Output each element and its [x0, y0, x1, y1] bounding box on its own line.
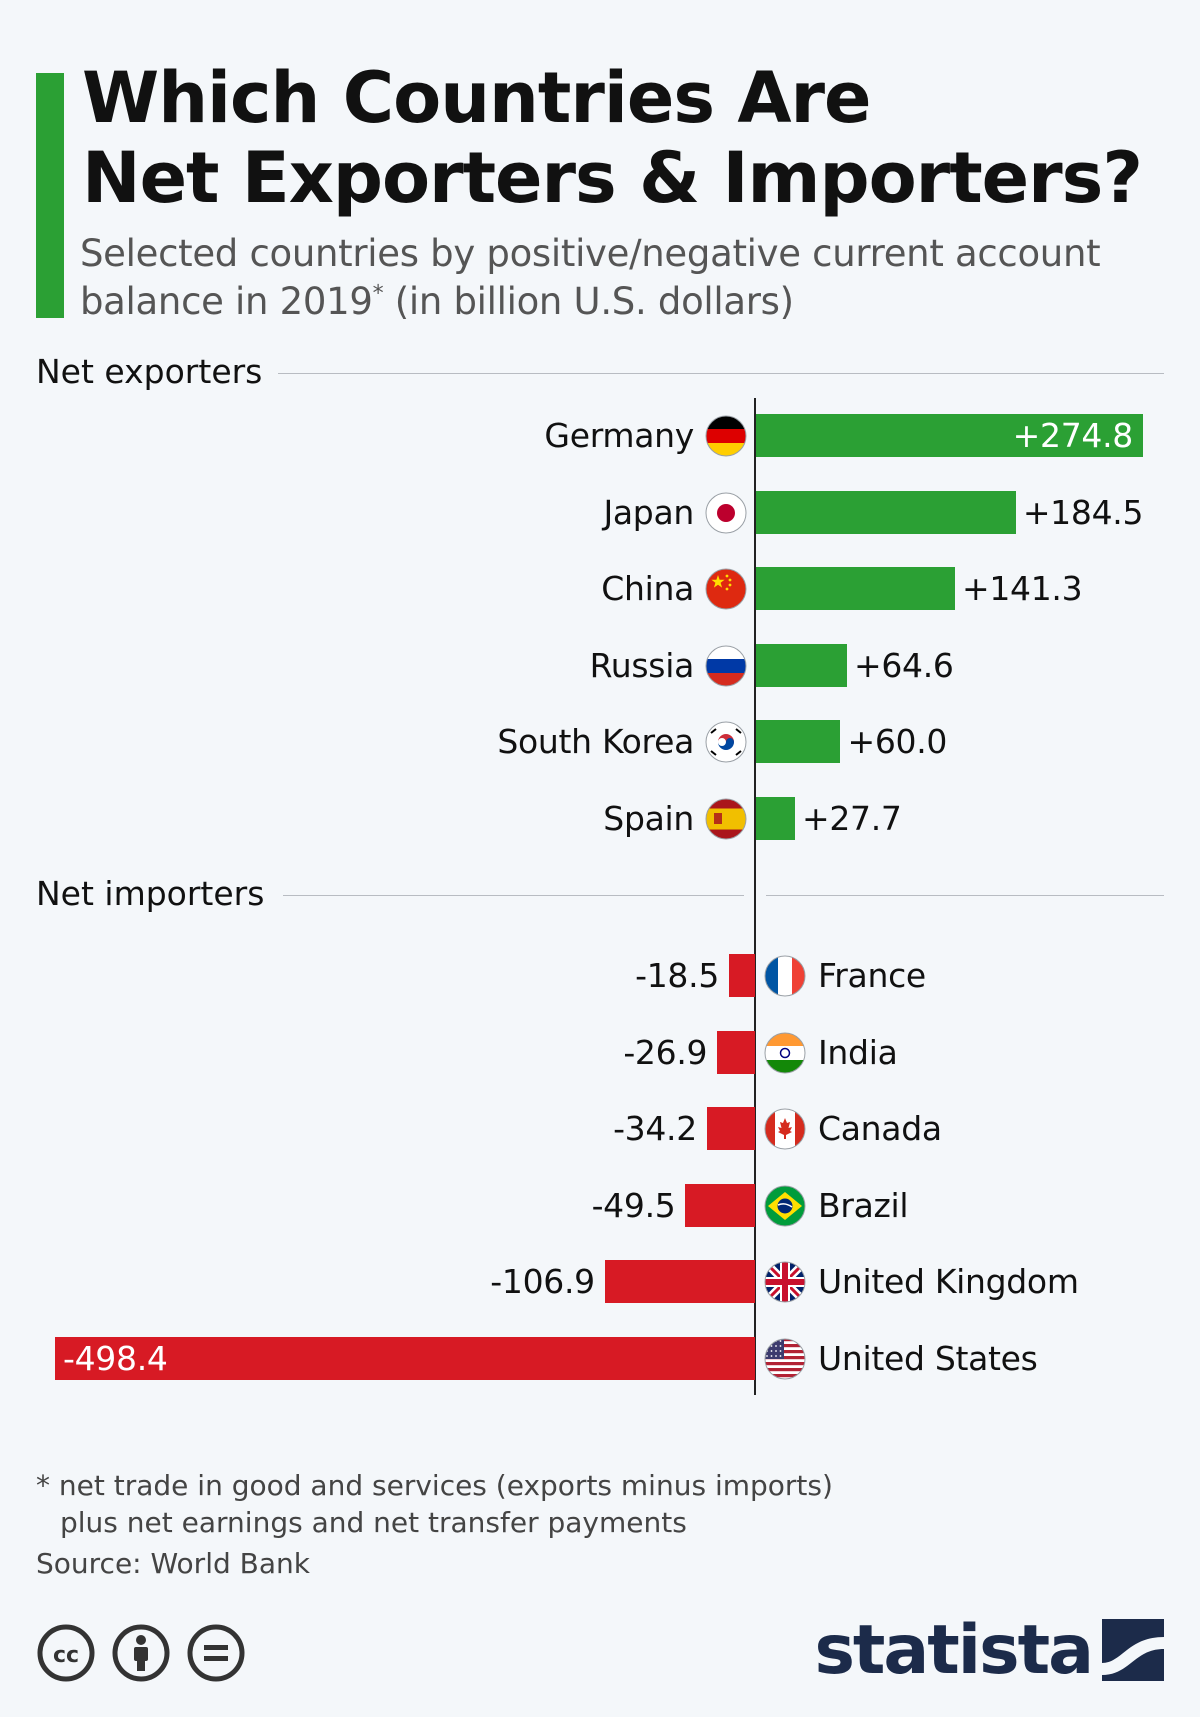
country-label-brazil: Brazil — [818, 1185, 909, 1225]
united-kingdom-flag-icon-graphic — [764, 1261, 806, 1303]
statista-logo[interactable]: statista — [814, 1605, 1164, 1695]
value-label-south-korea: +60.0 — [847, 722, 948, 761]
bar-japan[interactable] — [756, 490, 1016, 534]
zero-axis-line — [754, 398, 756, 1395]
logo-text: statista — [814, 1610, 1094, 1690]
bar-india[interactable] — [717, 1030, 755, 1074]
chart-title: Which Countries Are Net Exporters & Impo… — [82, 58, 1162, 218]
india-flag-icon-graphic — [764, 1032, 806, 1073]
canada-flag-icon — [764, 1108, 806, 1150]
united-states-flag-icon-graphic — [764, 1338, 806, 1379]
value-label-china: +141.3 — [961, 569, 1083, 608]
source-text: Source: World Bank — [36, 1547, 310, 1580]
bar-spain[interactable] — [756, 796, 795, 840]
bar-united-kingdom[interactable] — [604, 1260, 755, 1303]
country-label-germany: Germany — [544, 416, 694, 455]
country-label-spain: Spain — [603, 798, 694, 838]
subtitle-line-2b: (in billion U.S. dollars) — [383, 280, 794, 323]
chart-subtitle: Selected countries by positive/negative … — [80, 230, 1160, 326]
japan-flag-icon — [705, 492, 747, 534]
bar-china[interactable] — [756, 567, 955, 610]
germany-flag-icon-graphic — [705, 415, 747, 457]
value-label-canada: -34.2 — [613, 1109, 697, 1148]
canada-flag-icon-graphic — [764, 1108, 806, 1150]
title-accent-bar — [36, 73, 64, 318]
footnote: * net trade in good and services (export… — [36, 1467, 936, 1541]
title-line-2: Net Exporters & Importers? — [82, 137, 1143, 219]
section-label-net-importers: Net importers — [36, 874, 265, 913]
section-rule-exporters — [278, 373, 1164, 374]
value-label-france: -18.5 — [635, 956, 720, 995]
country-label-south-korea: South Korea — [497, 722, 694, 761]
france-flag-icon-graphic — [764, 955, 806, 997]
japan-flag-icon-graphic — [705, 492, 747, 533]
spain-flag-icon — [705, 798, 747, 840]
section-label-net-exporters: Net exporters — [36, 352, 263, 391]
india-flag-icon — [764, 1032, 806, 1074]
country-label-india: India — [818, 1032, 898, 1072]
subtitle-asterisk: * — [372, 281, 384, 307]
cc-icon[interactable]: cc — [36, 1623, 96, 1683]
russia-flag-icon-graphic — [705, 645, 747, 686]
france-flag-icon — [764, 955, 806, 997]
license-icons: cc — [36, 1623, 256, 1683]
subtitle-line-1: Selected countries by positive/negative … — [80, 232, 1101, 275]
south-korea-flag-icon — [705, 721, 747, 763]
russia-flag-icon — [705, 645, 747, 687]
germany-flag-icon — [705, 415, 747, 457]
value-label-india: -26.9 — [623, 1032, 708, 1072]
value-label-russia: +64.6 — [853, 645, 954, 685]
footnote-line-1: * net trade in good and services (export… — [36, 1469, 833, 1502]
bar-south-korea[interactable] — [756, 720, 841, 763]
value-label-brazil: -49.5 — [591, 1185, 676, 1225]
bar-russia[interactable] — [756, 643, 847, 687]
bar-france[interactable] — [729, 954, 755, 997]
south-korea-flag-icon-graphic — [705, 721, 747, 763]
statista-logo-icon — [1102, 1619, 1164, 1681]
china-flag-icon — [705, 568, 747, 610]
value-label-united-states: -498.4 — [63, 1338, 168, 1378]
country-label-france: France — [818, 956, 926, 995]
section-rule-importers-left — [283, 895, 744, 896]
svg-text:cc: cc — [53, 1643, 79, 1668]
country-label-canada: Canada — [818, 1109, 942, 1148]
subtitle-line-2a: balance in 2019 — [80, 280, 373, 323]
country-label-united-kingdom: United Kingdom — [818, 1262, 1079, 1301]
attribution-icon[interactable] — [111, 1623, 171, 1683]
no-derivatives-icon[interactable] — [186, 1623, 246, 1683]
china-flag-icon-graphic — [705, 568, 747, 610]
country-label-china: China — [601, 569, 694, 608]
brazil-flag-icon — [764, 1185, 806, 1227]
country-label-united-states: United States — [818, 1338, 1038, 1378]
united-kingdom-flag-icon — [764, 1261, 806, 1303]
footnote-line-2: plus net earnings and net transfer payme… — [60, 1506, 687, 1539]
bar-canada[interactable] — [706, 1107, 755, 1150]
bar-germany[interactable] — [756, 414, 1143, 457]
title-line-1: Which Countries Are — [82, 57, 872, 139]
value-label-japan: +184.5 — [1022, 492, 1144, 532]
country-label-russia: Russia — [589, 645, 695, 685]
bar-brazil[interactable] — [685, 1183, 755, 1227]
country-label-japan: Japan — [603, 492, 694, 532]
spain-flag-icon-graphic — [705, 798, 747, 839]
brazil-flag-icon-graphic — [764, 1185, 806, 1226]
value-label-spain: +27.7 — [802, 798, 902, 838]
value-label-germany: +274.8 — [1012, 416, 1134, 455]
united-states-flag-icon — [764, 1338, 806, 1380]
value-label-united-kingdom: -106.9 — [490, 1262, 595, 1301]
bar-united-states[interactable] — [55, 1336, 755, 1380]
section-rule-importers-right — [766, 895, 1164, 896]
